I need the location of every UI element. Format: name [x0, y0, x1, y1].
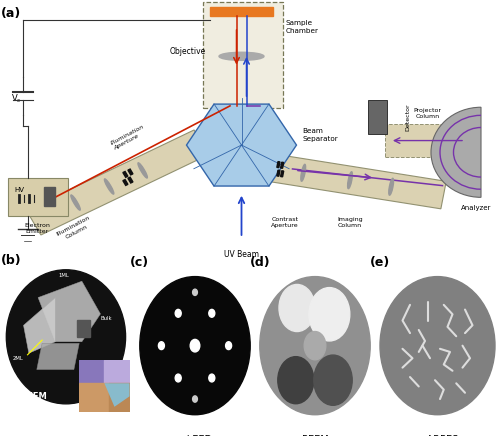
FancyBboxPatch shape: [8, 178, 68, 216]
Text: (e): (e): [370, 256, 390, 269]
Text: HV: HV: [14, 187, 24, 193]
Text: Illumination
Column: Illumination Column: [56, 215, 94, 243]
Circle shape: [309, 288, 350, 341]
Ellipse shape: [138, 163, 147, 178]
Text: LEEM: LEEM: [22, 392, 46, 401]
Text: V$_s$: V$_s$: [11, 93, 22, 106]
Circle shape: [175, 310, 181, 317]
Text: 1ML: 1ML: [58, 273, 68, 278]
Circle shape: [190, 339, 200, 352]
FancyBboxPatch shape: [202, 2, 282, 108]
Text: UV Beam: UV Beam: [224, 250, 259, 259]
Circle shape: [279, 284, 315, 331]
Text: Illumination
Aperture: Illumination Aperture: [110, 124, 148, 151]
Text: Analyzer: Analyzer: [461, 205, 491, 211]
Ellipse shape: [219, 52, 264, 60]
Text: 2ML: 2ML: [13, 356, 24, 361]
Polygon shape: [37, 344, 79, 370]
Text: Projector
Column: Projector Column: [414, 108, 442, 119]
Text: Detector: Detector: [405, 103, 410, 131]
Circle shape: [209, 374, 215, 382]
Ellipse shape: [348, 172, 352, 189]
Circle shape: [158, 342, 164, 350]
Circle shape: [192, 396, 198, 402]
Circle shape: [278, 357, 314, 404]
Text: Electron
Emitter: Electron Emitter: [24, 223, 50, 234]
Text: Sample
Chamber: Sample Chamber: [286, 20, 319, 34]
Text: μ-ARPES: μ-ARPES: [417, 435, 458, 436]
Text: Beam
Separator: Beam Separator: [302, 129, 338, 142]
Text: (b): (b): [1, 253, 21, 266]
Circle shape: [314, 355, 352, 405]
Text: (a): (a): [0, 7, 21, 20]
Text: Contrast
Aperture: Contrast Aperture: [271, 217, 299, 228]
Bar: [280, 162, 283, 168]
Ellipse shape: [301, 164, 306, 181]
Polygon shape: [24, 298, 56, 353]
Wedge shape: [431, 107, 481, 198]
Text: (d): (d): [250, 256, 271, 269]
Circle shape: [192, 289, 198, 296]
Bar: [44, 187, 55, 206]
Polygon shape: [38, 281, 100, 342]
Ellipse shape: [260, 276, 370, 415]
Text: Objective: Objective: [170, 48, 206, 56]
Circle shape: [175, 374, 181, 382]
Bar: [128, 177, 133, 183]
Ellipse shape: [380, 276, 495, 415]
Ellipse shape: [389, 178, 394, 195]
Bar: [277, 162, 280, 168]
Ellipse shape: [71, 195, 81, 210]
Text: PEEM: PEEM: [302, 435, 328, 436]
Ellipse shape: [140, 276, 250, 415]
Text: 5 μm: 5 μm: [18, 405, 31, 410]
Text: μ-LEED: μ-LEED: [178, 435, 212, 436]
Polygon shape: [368, 100, 387, 134]
Text: (c): (c): [130, 256, 150, 269]
Circle shape: [226, 342, 232, 350]
Bar: [280, 171, 283, 177]
Bar: [277, 170, 280, 176]
Text: Bulk: Bulk: [100, 317, 112, 321]
FancyBboxPatch shape: [385, 124, 470, 157]
Ellipse shape: [104, 179, 114, 194]
Bar: [210, 7, 272, 16]
Polygon shape: [186, 104, 296, 186]
Ellipse shape: [6, 270, 126, 404]
Bar: [76, 320, 90, 337]
Circle shape: [209, 310, 215, 317]
Bar: [128, 169, 133, 175]
Polygon shape: [26, 130, 208, 235]
Bar: [123, 180, 128, 185]
Bar: [123, 171, 128, 177]
Text: Sample V = HV + V$_s$: Sample V = HV + V$_s$: [202, 0, 281, 2]
Polygon shape: [254, 152, 446, 209]
Circle shape: [304, 331, 326, 360]
Text: Imaging
Column: Imaging Column: [337, 217, 363, 228]
